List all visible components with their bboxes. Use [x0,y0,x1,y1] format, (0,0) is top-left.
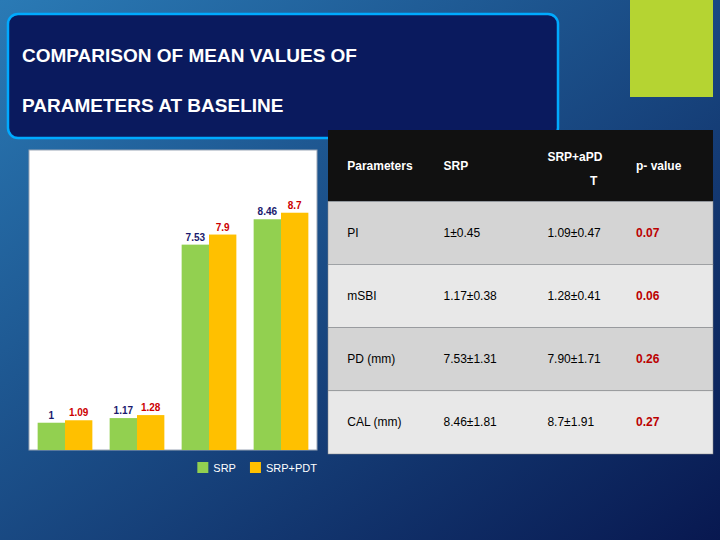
table-cell: 0.06 [636,289,660,303]
bar [209,235,236,450]
background [0,0,720,540]
title: COMPARISON OF MEAN VALUES OF [22,45,357,66]
table: Parameters SRP SRP+aPD Tp- value PI 1±0.45 1.0… [328,130,713,454]
bar [65,420,92,450]
data-label: 1.09 [69,407,89,418]
data-label: 7.9 [216,222,230,233]
table-cell: 0.27 [636,415,660,429]
table-header: SRP+aPD [547,150,602,164]
title-box [8,14,558,138]
table-cell: 8.46±1.81 [444,415,498,429]
bar [281,213,308,450]
table-cell: 1.09±0.47 [547,226,601,240]
table-cell: 1.17±0.38 [444,289,498,303]
table-row [328,201,713,264]
root: COMPARISON OF MEAN VALUES OF PARAMETERS A… [0,0,720,540]
bar [110,418,137,450]
table-cell: 7.90±1.71 [547,352,601,366]
table-cell: 0.26 [636,352,660,366]
chart: COMPARISON OF MEAN VALUES OF PARAMETERS A… [0,0,720,540]
bar [38,423,65,450]
data-labels: 1 1.17 7.53 8.46 1.09 1.28 7.9 8.7 [49,200,303,421]
legend-label: SRP+PDT [266,462,317,474]
table-cell: 1.28±0.41 [547,289,601,303]
plot-frame [29,150,317,450]
table-cell: 8.7±1.91 [547,415,594,429]
table-cell: CAL (mm) [347,415,401,429]
legend-swatch [197,462,208,473]
subtitle: PARAMETERS AT BASELINE [22,95,283,116]
bar [182,245,209,450]
legend-label: SRP [213,462,236,474]
accent [630,0,713,97]
data-label: 7.53 [186,232,206,243]
bar [254,219,281,450]
data-label: 1.28 [141,402,161,413]
legend-swatch [250,462,261,473]
data-label: 8.46 [258,206,278,217]
legend: SRP+PDT SRP [197,462,317,474]
table-cell: 7.53±1.31 [444,352,498,366]
table-cell: PD (mm) [347,352,395,366]
table-row [328,328,713,391]
table-cell: PI [347,226,358,240]
table-header-bg [328,130,713,201]
table-header: Parameters [347,159,413,173]
bar [137,415,164,450]
bars [38,213,309,450]
data-label: 1 [49,410,55,421]
table-cell: mSBI [347,289,376,303]
data-label: 1.17 [114,405,134,416]
table-header: T [590,174,598,188]
table-row [328,264,713,327]
table-cell: 0.07 [636,226,660,240]
table-header: p- value [636,159,682,173]
data-label: 8.7 [288,200,302,211]
table-header: SRP [444,159,469,173]
table-row [328,391,713,454]
table-cell: 1±0.45 [444,226,481,240]
